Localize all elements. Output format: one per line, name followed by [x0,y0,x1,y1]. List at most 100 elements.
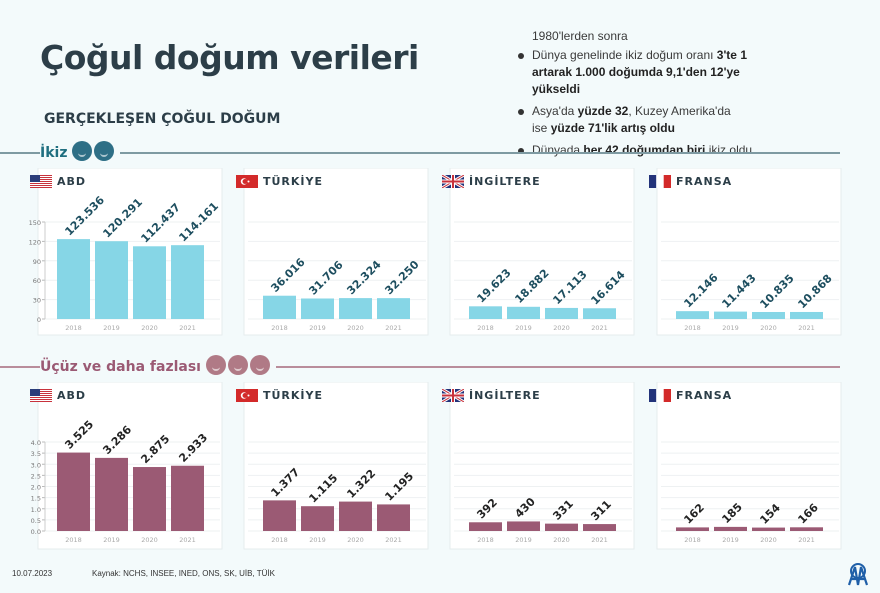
bar-2021 [790,527,823,531]
x-tick-label: 2018 [477,536,494,544]
bar-2020 [545,307,578,319]
chart-panel-twins-0: 0 30 60 90 120 150 2018 123.536 2019 120.291 2020 1… [28,168,223,336]
bar-2021 [377,298,410,319]
x-tick-label: 2019 [309,536,326,544]
chart-panel-twins-3: 2018 12.146 2019 11.443 2020 10.835 2021 10.868… [647,168,842,336]
panel-card [449,382,635,550]
x-tick-label: 2021 [385,324,402,332]
x-tick-label: 2020 [553,536,570,544]
section-label: İkiz [40,145,68,161]
note-text: , Kuzey Amerika'da ise [532,104,731,135]
bar-2020 [752,527,785,531]
x-tick-label: 2021 [385,536,402,544]
bar-2021 [377,504,410,531]
note-text: yüzde 71'lik artış oldu [550,121,675,135]
country-name: ABD [57,175,87,188]
note-text: Asya'da [532,104,578,118]
bar-2018 [57,239,90,319]
x-tick-label: 2019 [103,536,120,544]
footer-source: Kaynak: NCHS, INSEE, INED, ONS, SK, UİB,… [92,569,276,578]
bar-chart: 03060901201502018123.5362019120.29120201… [29,168,223,336]
x-tick-label: 2018 [684,536,701,544]
y-tick-label: 60 [33,277,41,285]
x-tick-label: 2018 [271,324,288,332]
note-item: Dünyada her 42 doğumdan biri ikiz oldu [518,142,762,159]
flag-tr-icon [236,175,258,188]
flag-tr-icon [236,389,258,402]
baby-face-icon [249,355,270,375]
bar-2020 [545,523,578,531]
bar-2018 [676,527,709,531]
x-tick-label: 2018 [271,536,288,544]
flag-fr-icon [649,175,671,188]
country-name: TÜRKİYE [263,389,324,402]
bar-2021 [583,524,616,531]
bar-2021 [583,308,616,319]
country-name: ABD [57,389,87,402]
x-tick-label: 2020 [141,536,158,544]
bar-2019 [301,298,334,319]
bar-2020 [339,501,372,531]
bar-2018 [469,522,502,531]
bar-2018 [263,500,296,531]
chart-panel-twins-2: 2018 19.623 2019 18.882 2020 17.113 2021 16.614… [440,168,635,336]
note-text: Dünya genelinde ikiz doğum oranı [532,48,717,62]
x-tick-label: 2018 [477,324,494,332]
y-tick-label: 0.0 [31,528,41,536]
chart-panel-triplets-1: 2018 1.377 2019 1.115 2020 1.322 2021 1.195 TÜRK… [234,382,429,550]
x-tick-label: 2020 [141,324,158,332]
bar-2019 [95,457,128,531]
notes: 1980'lerden sonra Dünya genelinde ikiz d… [518,28,762,164]
chart-panel-twins-1: 2018 36.016 2019 31.706 2020 32.324 2021 32.250… [234,168,429,336]
chart-panel-triplets-2: 2018 392 2019 430 2020 331 2021 311 İNGİLTERE [440,382,635,550]
note-text: yüzde 32 [577,104,629,118]
x-tick-label: 2020 [760,536,777,544]
x-tick-label: 2020 [347,324,364,332]
bar-2019 [714,526,747,531]
y-tick-label: 2.0 [31,484,41,492]
bar-2020 [339,298,372,319]
x-tick-label: 2021 [179,536,196,544]
baby-face-icon [94,141,115,161]
y-tick-label: 0.5 [31,517,41,525]
flag-us-icon [30,389,52,402]
country-name: İNGİLTERE [469,389,541,402]
x-tick-label: 2020 [553,324,570,332]
notes-intro: 1980'lerden sonra [532,29,628,43]
note-text: 3'te 1 artarak 1.000 doğumda 9,1'den 12'… [532,48,747,96]
y-tick-label: 3.0 [31,461,41,469]
country-name: TÜRKİYE [263,175,324,188]
x-tick-label: 2018 [65,536,82,544]
y-tick-label: 1.0 [31,506,41,514]
note-text: ikiz oldu [705,143,753,157]
panel-card [656,382,842,550]
bar-2018 [469,306,502,319]
flag-uk-icon [442,175,464,188]
bar-2019 [714,311,747,319]
chart-panel-triplets-3: 2018 162 2019 185 2020 154 2021 166 FRANSA [647,382,842,550]
baby-face-icon [227,355,248,375]
chart-panel-triplets-0: 0.0 0.5 1.0 1.5 2.0 2.5 3.0 3.5 4.0 2018 3.525 2019… [28,382,223,550]
section-twins: İkiz [0,141,840,165]
x-tick-label: 2020 [760,324,777,332]
y-tick-label: 1.5 [31,495,41,503]
section-label: Üçüz ve daha fazlası [40,359,201,375]
flag-fr-icon [649,389,671,402]
page-subtitle: GERÇEKLEŞEN ÇOĞUL DOĞUM [44,111,281,127]
country-name: FRANSA [676,389,733,402]
x-tick-label: 2021 [798,536,815,544]
aa-logo-icon [847,563,869,586]
note-text: Dünyada [532,143,584,157]
y-tick-label: 150 [29,219,41,227]
note-item: Asya'da yüzde 32, Kuzey Amerika'da ise y… [518,103,732,137]
bar-2021 [171,465,204,531]
bar-2021 [790,311,823,319]
x-tick-label: 2021 [591,324,608,332]
bar-2019 [95,241,128,319]
